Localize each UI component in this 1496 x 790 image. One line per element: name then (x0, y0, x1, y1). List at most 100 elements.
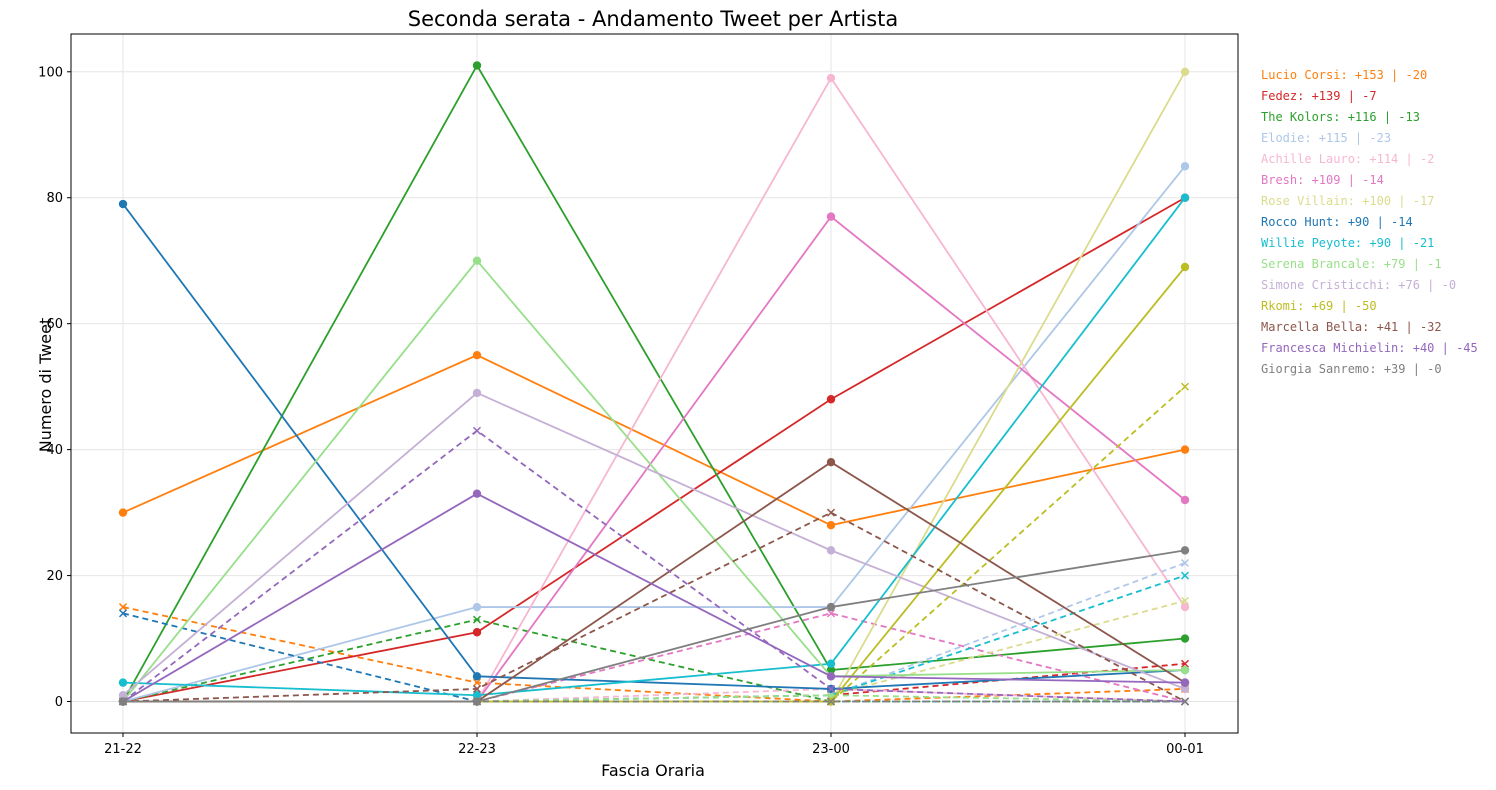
positive-point (826, 212, 836, 221)
axes: 0 20 40 60 80 100 21-22 22-23 23-00 00-01 (38, 65, 1204, 757)
negative-line (122, 618, 1185, 703)
positive-point (826, 73, 836, 83)
positive-point (826, 672, 836, 681)
positive-point (118, 678, 128, 687)
positive-point (472, 628, 482, 637)
positive-point (826, 458, 836, 467)
positive-point (1180, 684, 1190, 694)
y-tick-label: 40 (46, 443, 63, 458)
series-annotation: Simone Cristicchi: +76 | -0 (1261, 278, 1456, 292)
positive-point (472, 61, 482, 70)
positive-point (826, 665, 836, 675)
series-annotation: Fedez: +139 | -7 (1261, 89, 1377, 103)
positive-point (472, 691, 482, 700)
negative-point (472, 678, 482, 687)
positive-point (472, 388, 482, 398)
x-tick-label: 21-22 (104, 742, 142, 757)
series-giorgia-sanremo (118, 546, 1190, 706)
positive-point (472, 489, 482, 498)
series-simone-cristicchi (118, 388, 1190, 706)
positive-point (1180, 193, 1190, 202)
negative-line (122, 511, 1186, 703)
positive-point (826, 659, 836, 668)
positive-line (122, 492, 1186, 703)
series-annotation: Elodie: +115 | -23 (1261, 131, 1391, 145)
positive-line (122, 354, 1186, 527)
negative-point (826, 508, 836, 517)
positive-point (1180, 162, 1190, 171)
y-tick-label: 100 (38, 65, 63, 80)
series-annotation: Rkomi: +69 | -50 (1261, 299, 1377, 313)
negative-point (826, 684, 836, 693)
positive-point (118, 697, 128, 706)
positive-line (122, 259, 1186, 703)
positive-point (1180, 67, 1190, 76)
positive-point (472, 672, 482, 681)
negative-point (472, 426, 482, 435)
series-annotation: Serena Brancale: +79 | -1 (1261, 257, 1442, 271)
negative-point (1180, 571, 1190, 580)
positive-point (1180, 602, 1190, 612)
positive-point (1180, 634, 1190, 643)
negative-line (123, 612, 1186, 703)
positive-point (1180, 546, 1190, 555)
series-annotation: Giorgia Sanremo: +39 | -0 (1261, 362, 1442, 376)
negative-point (1180, 382, 1190, 391)
negative-point (118, 603, 128, 612)
y-tick-label: 0 (55, 695, 63, 710)
series-annotation: Rocco Hunt: +90 | -14 (1261, 215, 1413, 229)
series-elodie (118, 162, 1190, 706)
positive-point (1180, 678, 1190, 687)
series-rocco-hunt (118, 199, 1190, 706)
positive-point (472, 256, 482, 265)
negative-line (122, 429, 1186, 703)
positive-line (122, 165, 1186, 703)
series-annotation: Lucio Corsi: +153 | -20 (1261, 68, 1427, 82)
positive-point (826, 395, 836, 404)
positive-point (1180, 262, 1190, 272)
positive-point (118, 508, 128, 517)
positive-point (826, 602, 836, 612)
negative-point (1180, 659, 1190, 668)
positive-point (118, 691, 128, 700)
positive-line (122, 391, 1186, 696)
negative-point (826, 609, 836, 618)
negative-line (123, 694, 1186, 703)
positive-point (472, 350, 482, 360)
series-rkomi (118, 262, 1190, 706)
positive-point (1180, 495, 1190, 505)
negative-point (118, 609, 128, 618)
positive-point (826, 546, 836, 555)
positive-line (122, 63, 1186, 702)
negative-point (1180, 558, 1190, 568)
chart-title: Seconda serata - Andamento Tweet per Art… (408, 7, 899, 31)
series-annotation: Rose Villain: +100 | -17 (1261, 194, 1434, 208)
series-marcella-bella (118, 458, 1190, 706)
grid (71, 34, 1238, 733)
positive-point (472, 697, 482, 706)
series-achille-lauro (118, 73, 1190, 706)
x-tick-label: 22-23 (458, 742, 496, 757)
y-tick-label: 80 (46, 191, 63, 206)
negative-point (472, 684, 482, 693)
positive-point (826, 520, 836, 530)
positive-point (1180, 445, 1190, 454)
series-annotation: Francesca Michielin: +40 | -45 (1261, 341, 1478, 355)
y-tick-label: 20 (46, 569, 63, 584)
y-axis-title: Numero di Tweet (36, 318, 55, 453)
positive-point (472, 602, 482, 612)
series-annotation: Bresh: +109 | -14 (1261, 173, 1384, 187)
negative-point (826, 697, 836, 706)
y-tick-label: 60 (46, 317, 63, 332)
positive-line (123, 549, 1186, 703)
positive-line (122, 196, 1186, 703)
x-tick-label: 00-01 (1166, 742, 1204, 757)
positive-point (1180, 665, 1190, 675)
x-tick-label: 23-00 (812, 742, 850, 757)
plot-frame (70, 33, 1239, 734)
positive-line (122, 197, 1186, 697)
series-annotation: Willie Peyote: +90 | -21 (1261, 236, 1434, 250)
negative-point (1180, 596, 1190, 605)
